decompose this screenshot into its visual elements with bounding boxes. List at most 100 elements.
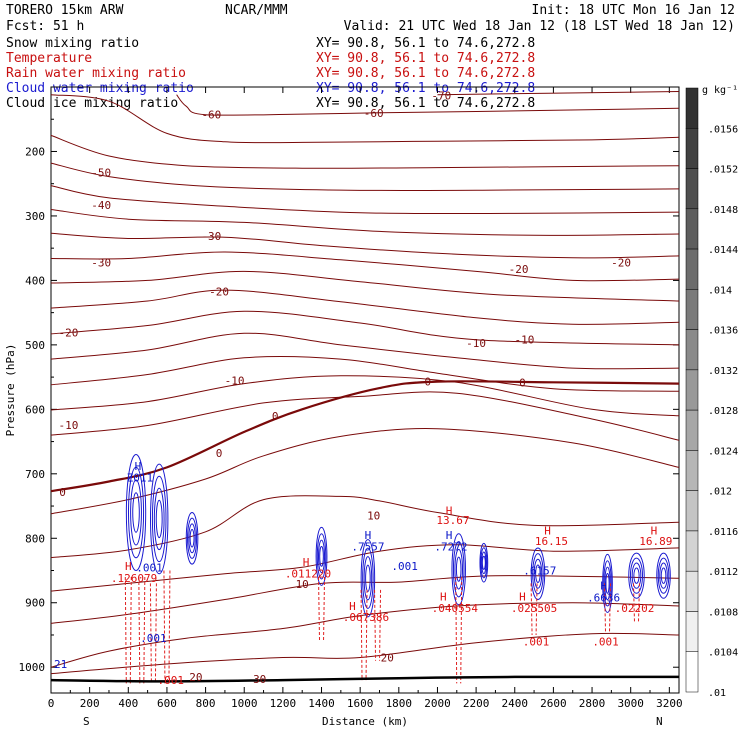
isotherm-label: 20 xyxy=(381,652,394,665)
x-axis-label: Distance (km) xyxy=(322,715,408,728)
valid-time: Valid: 21 UTC Wed 18 Jan 12 (18 LST Wed … xyxy=(344,19,735,34)
rain-water-label: H xyxy=(349,600,356,613)
field-name: Temperature xyxy=(6,51,92,66)
x-tick-label: 0 xyxy=(48,697,55,710)
colorbar-tick-label: .0104 xyxy=(708,648,738,659)
isotherm xyxy=(50,310,680,346)
field-xy: XY= 90.8, 56.1 to 74.6,272.8 xyxy=(316,36,535,51)
rain-water-label: .001 xyxy=(592,635,619,648)
cloud-water-contour xyxy=(629,557,644,594)
field-name: Cloud ice mixing ratio xyxy=(6,96,178,111)
colorbar-level xyxy=(685,369,699,411)
rain-shaft xyxy=(604,583,612,632)
y-axis-label: Pressure (hPa) xyxy=(4,344,17,437)
field-legend: Snow mixing ratio XY= 90.8, 56.1 to 74.6,… xyxy=(6,36,535,111)
isotherm xyxy=(50,209,680,236)
x-tick-label: 1400 xyxy=(308,697,335,710)
endpoint-left: S xyxy=(83,715,90,728)
rain-shaft xyxy=(374,589,382,661)
cloud-water-label: 21 xyxy=(54,658,67,671)
field-xy: XY= 90.8, 56.1 to 74.6,272.8 xyxy=(316,81,535,96)
isotherm-label: -60 xyxy=(201,109,221,122)
x-tick-label: 2200 xyxy=(463,697,490,710)
cloud-water-contour xyxy=(151,475,167,563)
cloud-water-contour xyxy=(660,567,667,584)
isotherm-label: 10 xyxy=(367,510,380,523)
cloud-water-contour xyxy=(535,564,541,584)
x-tick-label: 400 xyxy=(118,697,138,710)
cloud-water-label: .7272 xyxy=(434,541,467,554)
rain-water-label: H xyxy=(544,525,551,538)
cloud-water-contour xyxy=(319,545,324,567)
colorbar-level xyxy=(685,289,699,330)
x-tick-label: 3000 xyxy=(617,697,644,710)
isotherm-label: -60 xyxy=(364,107,384,120)
colorbar-tick-label: .0152 xyxy=(708,165,738,176)
isotherm-label: 0 xyxy=(216,447,223,460)
isotherm-label: -10 xyxy=(514,334,534,347)
rain-water-label: 13.67 xyxy=(436,514,469,527)
ground-surface xyxy=(50,675,680,683)
colorbar-tick-label: .0108 xyxy=(708,607,738,618)
field-name: Rain water mixing ratio xyxy=(6,66,186,81)
cloud-water-contour xyxy=(530,547,546,601)
colorbar-tick-label: .0116 xyxy=(708,527,738,538)
y-tick-label: 300 xyxy=(25,210,45,223)
rain-water-label: 16.89 xyxy=(639,535,672,548)
isotherm xyxy=(50,391,680,441)
field-name: Snow mixing ratio xyxy=(6,36,139,51)
colorbar-level xyxy=(685,168,699,210)
isotherm-label: -30 xyxy=(201,230,221,243)
cloud-water-contour xyxy=(454,548,464,590)
isotherm-label: 0 xyxy=(519,376,526,389)
x-tick-label: 2800 xyxy=(579,697,606,710)
colorbar-level xyxy=(685,329,699,371)
cloud-water-label: H xyxy=(135,460,142,473)
rain-shaft xyxy=(124,576,132,684)
isotherm-label: 20 xyxy=(189,671,202,684)
axes: 0 200 400 600 800 1000 1200 1400 1600 1800 2000 220… xyxy=(19,87,683,710)
field-xy: XY= 90.8, 56.1 to 74.6,272.8 xyxy=(316,66,535,81)
colorbar-level xyxy=(685,450,699,491)
rain-water-label: H xyxy=(440,590,447,603)
x-tick-label: 1000 xyxy=(231,697,258,710)
isotherm-label: 0 xyxy=(424,376,431,389)
rain-water-label: .040554 xyxy=(432,602,479,615)
isotherm xyxy=(50,289,680,325)
isotherm xyxy=(437,91,680,96)
cloud-water-contour xyxy=(153,487,165,551)
cloud-water-contour xyxy=(365,564,371,592)
cloud-water-contour xyxy=(659,562,668,589)
cloud-water-contour xyxy=(602,553,613,613)
y-tick-label: 700 xyxy=(25,468,45,481)
cloud-water-contour xyxy=(187,517,198,559)
cloud-water-contour xyxy=(605,573,610,594)
colorbar-tick-label: .0112 xyxy=(708,567,738,578)
cloud-water-contour xyxy=(481,555,486,570)
rain-shaft xyxy=(360,589,368,681)
rain-water-label: 16.15 xyxy=(535,535,568,548)
cloud-water-label: .7557 xyxy=(351,541,384,554)
cloud-water-contour xyxy=(479,542,489,583)
isotherm-label: -20 xyxy=(209,285,229,298)
rain-shaft xyxy=(632,583,640,623)
cloud-water-label: H xyxy=(600,579,607,592)
cloud-water-contour xyxy=(603,560,612,607)
isotherm-label: -20 xyxy=(509,263,529,276)
isotherm xyxy=(50,602,680,668)
cloud-water-contour xyxy=(532,553,544,595)
cloud-water-contour xyxy=(317,539,326,574)
cloud-water-contour xyxy=(315,526,328,586)
cloud-water-contour xyxy=(455,556,462,582)
cloud-water-contour xyxy=(127,466,145,559)
cloud-water-label: .001 xyxy=(140,632,167,645)
isotherm-label: 0 xyxy=(59,486,66,499)
field-xy: XY= 90.8, 56.1 to 74.6,272.8 xyxy=(316,96,535,111)
cloud-water-label: H xyxy=(446,529,453,542)
y-tick-label: 900 xyxy=(25,597,45,610)
isotherm xyxy=(50,270,680,302)
isotherm-label: -20 xyxy=(58,327,78,340)
colorbar-level xyxy=(685,570,699,612)
rain-shaft xyxy=(163,570,171,684)
y-tick-label: 200 xyxy=(25,145,45,158)
